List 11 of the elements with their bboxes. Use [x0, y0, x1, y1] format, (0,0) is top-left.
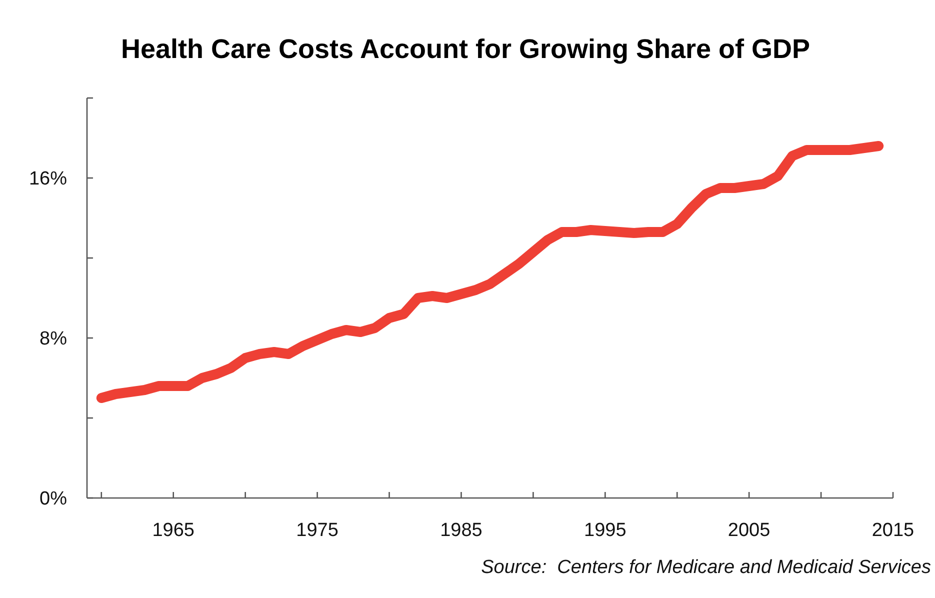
y-tick-label: 16%: [28, 168, 68, 190]
x-tick-label: 2015: [872, 520, 914, 541]
x-tick-label: 1965: [152, 520, 194, 541]
x-tick-label: 2005: [728, 520, 770, 541]
source-note: Source: Centers for Medicare and Medicaid Services: [481, 557, 932, 578]
chart-title: Health Care Costs Account for Growing Share of GDP: [120, 34, 810, 64]
y-tick-label: 0%: [40, 488, 68, 510]
y-tick-label: 8%: [40, 328, 68, 350]
x-tick-label: 1975: [296, 520, 338, 541]
x-tick-label: 1995: [584, 520, 626, 541]
x-tick-label: 1985: [440, 520, 482, 541]
